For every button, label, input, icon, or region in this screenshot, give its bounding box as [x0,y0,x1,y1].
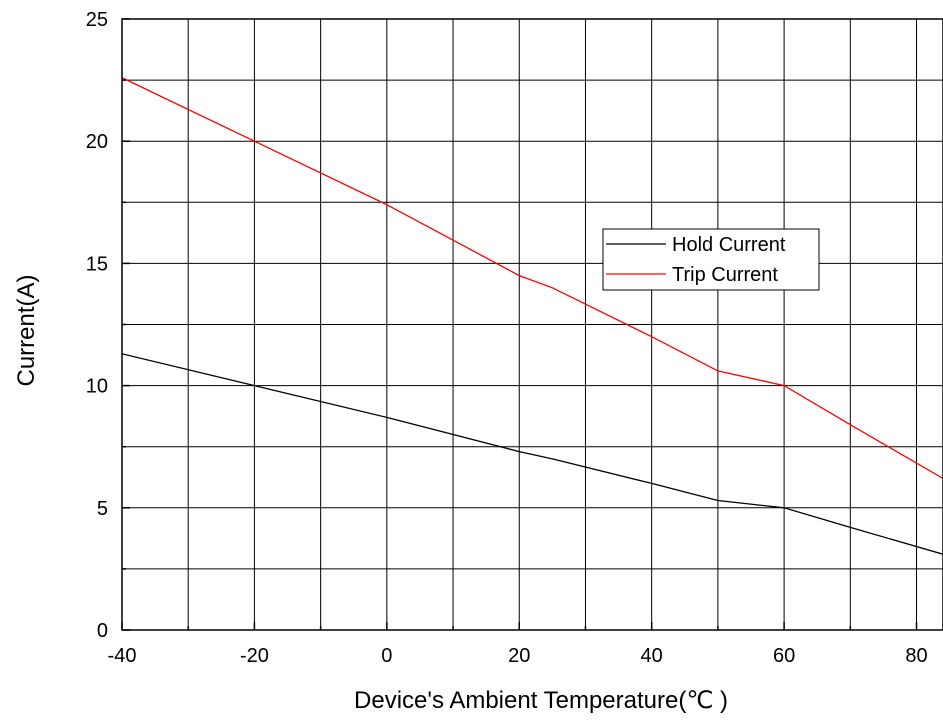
grid [121,18,943,631]
legend: Hold Current Trip Current [602,228,820,291]
y-axis-title: Current(A) [13,274,40,386]
y-tick-label: 10 [86,376,108,398]
x-axis-title: Device's Ambient Temperature(℃ ) [354,687,728,714]
x-tick-label: 40 [641,645,663,667]
x-tick-label: 0 [381,645,392,667]
x-tick-label: 80 [905,645,927,667]
x-tick-label: 60 [773,645,795,667]
tick-labels: -40 -20 0 20 40 60 80 0 5 10 15 20 25 [86,9,928,667]
y-tick-label: 15 [86,253,108,275]
legend-box [602,228,820,291]
y-tick-label: 0 [97,620,108,642]
ticks [121,18,918,631]
x-tick-label: -20 [240,645,269,667]
x-tick-label: -40 [108,645,137,667]
series-layer [121,77,943,555]
y-tick-label: 25 [86,9,108,31]
series-line-trip-current [121,77,943,480]
legend-label-hold-current: Hold Current [672,234,786,256]
legend-label-trip-current: Trip Current [672,264,778,286]
x-tick-label: 20 [508,645,530,667]
y-tick-label: 20 [86,131,108,153]
y-tick-label: 5 [97,498,108,520]
series-line-hold-current [121,353,943,555]
